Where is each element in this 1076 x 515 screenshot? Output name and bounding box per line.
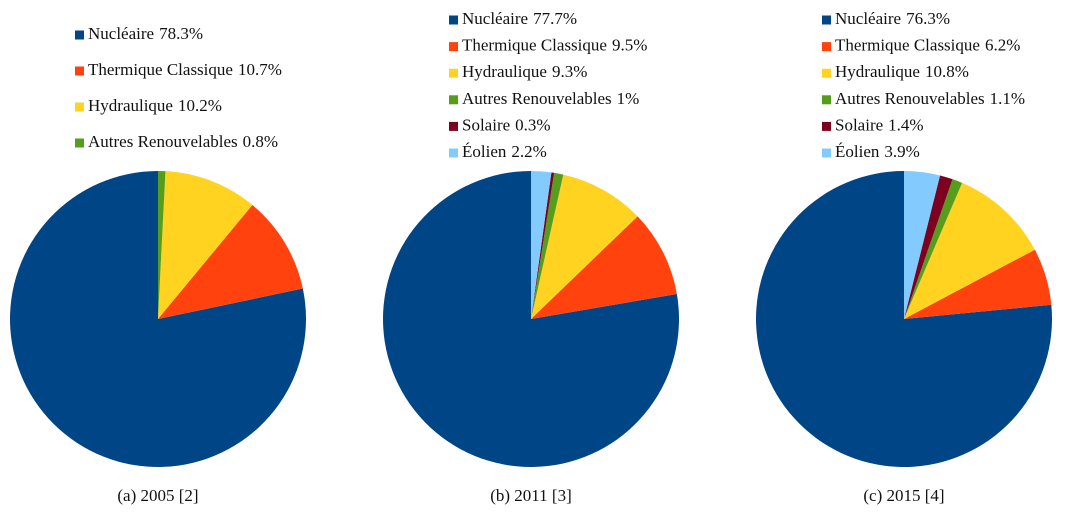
pie-chart: Nucléaire 76.3% Thermique Classique 6.2% Hyd… xyxy=(756,9,1052,505)
legend-label: Éolien 3.9% xyxy=(835,142,920,161)
legend-value: 1.1% xyxy=(990,89,1025,108)
legend-name: Nucléaire xyxy=(88,24,154,43)
pie-slice xyxy=(904,175,953,319)
legend-label: Nucléaire 77.7% xyxy=(462,9,577,28)
legend-value: 76.3% xyxy=(906,9,950,28)
legend-value: 1% xyxy=(617,89,640,108)
legend-value: 10.7% xyxy=(238,60,282,79)
legend-label: Thermique Classique 10.7% xyxy=(88,60,282,79)
legend-swatch xyxy=(822,42,831,52)
pie-slice xyxy=(158,171,166,319)
legend-value: 9.5% xyxy=(612,36,647,55)
legend-label: Nucléaire 76.3% xyxy=(835,9,950,28)
legend-swatch xyxy=(449,148,458,158)
legend-swatch xyxy=(449,121,458,131)
pie-slice xyxy=(531,172,555,319)
legend-label: Autres Renouvelables 1% xyxy=(462,89,639,108)
legend-name: Solaire xyxy=(462,115,510,134)
legend-value: 0.3% xyxy=(515,115,550,134)
legend-name: Thermique Classique xyxy=(835,36,980,55)
legend-label: Nucléaire 78.3% xyxy=(88,24,203,43)
legend-label: Autres Renouvelables 0.8% xyxy=(88,132,278,151)
legend-value: 10.2% xyxy=(178,96,222,115)
legend-swatch xyxy=(822,15,831,25)
legend-swatch xyxy=(822,95,831,105)
pie-slice xyxy=(9,171,306,467)
legend-label: Hydraulique 10.8% xyxy=(835,62,969,81)
legend-label: Solaire 1.4% xyxy=(835,115,924,134)
pie-slice xyxy=(904,179,963,319)
legend-label: Éolien 2.2% xyxy=(462,142,547,161)
legend-value: 6.2% xyxy=(985,36,1020,55)
legend-name: Thermique Classique xyxy=(462,36,607,55)
legend-swatch xyxy=(75,138,84,148)
pie-chart: Nucléaire 78.3% Thermique Classique 10.7% Hy… xyxy=(9,24,306,505)
legend-swatch xyxy=(449,95,458,105)
legend-name: Éolien xyxy=(835,142,880,161)
pie-chart: Nucléaire 77.7% Thermique Classique 9.5% Hyd… xyxy=(383,9,680,505)
legend-swatch xyxy=(449,68,458,78)
legend-value: 1.4% xyxy=(888,115,923,134)
legend-swatch xyxy=(75,102,84,112)
legend-name: Nucléaire xyxy=(835,9,901,28)
legend-name: Autres Renouvelables xyxy=(88,132,238,151)
legend-swatch xyxy=(75,30,84,40)
legend-value: 9.3% xyxy=(552,62,587,81)
legend-label: Thermique Classique 6.2% xyxy=(835,36,1020,55)
legend-value: 78.3% xyxy=(159,24,203,43)
legend-name: Hydraulique xyxy=(835,62,920,81)
legend-value: 0.8% xyxy=(243,132,278,151)
legend-swatch xyxy=(822,68,831,78)
pie-slice xyxy=(531,171,552,319)
legend-name: Nucléaire xyxy=(462,9,528,28)
legend-name: Autres Renouvelables xyxy=(462,89,612,108)
pie-slice xyxy=(904,182,1035,319)
caption: (b) 2011 [3] xyxy=(490,486,572,505)
legend-value: 3.9% xyxy=(884,142,919,161)
legend-label: Thermique Classique 9.5% xyxy=(462,36,647,55)
pie-slice xyxy=(531,216,677,319)
pie-slice xyxy=(531,174,638,319)
legend-name: Hydraulique xyxy=(462,62,547,81)
legend-swatch xyxy=(449,42,458,52)
legend-swatch xyxy=(822,148,831,158)
legend-label: Hydraulique 9.3% xyxy=(462,62,587,81)
pie-slice xyxy=(904,249,1052,319)
legend-value: 10.8% xyxy=(925,62,969,81)
legend-label: Solaire 0.3% xyxy=(462,115,551,134)
legend-swatch xyxy=(75,66,84,76)
legend-name: Éolien xyxy=(462,142,507,161)
legend-name: Hydraulique xyxy=(88,96,173,115)
legend-swatch xyxy=(822,121,831,131)
pie-slice xyxy=(158,171,253,319)
legend-value: 2.2% xyxy=(511,142,546,161)
pie-slice xyxy=(158,204,303,319)
caption: (c) 2015 [4] xyxy=(863,486,944,505)
pie-slice xyxy=(531,172,564,319)
legend-swatch xyxy=(449,15,458,25)
legend-value: 77.7% xyxy=(533,9,577,28)
legend-name: Autres Renouvelables xyxy=(835,89,985,108)
legend-name: Solaire xyxy=(835,115,883,134)
legend-name: Thermique Classique xyxy=(88,60,233,79)
pie-slice xyxy=(904,171,941,319)
legend-label: Hydraulique 10.2% xyxy=(88,96,222,115)
caption: (a) 2005 [2] xyxy=(117,486,198,505)
legend-label: Autres Renouvelables 1.1% xyxy=(835,89,1025,108)
